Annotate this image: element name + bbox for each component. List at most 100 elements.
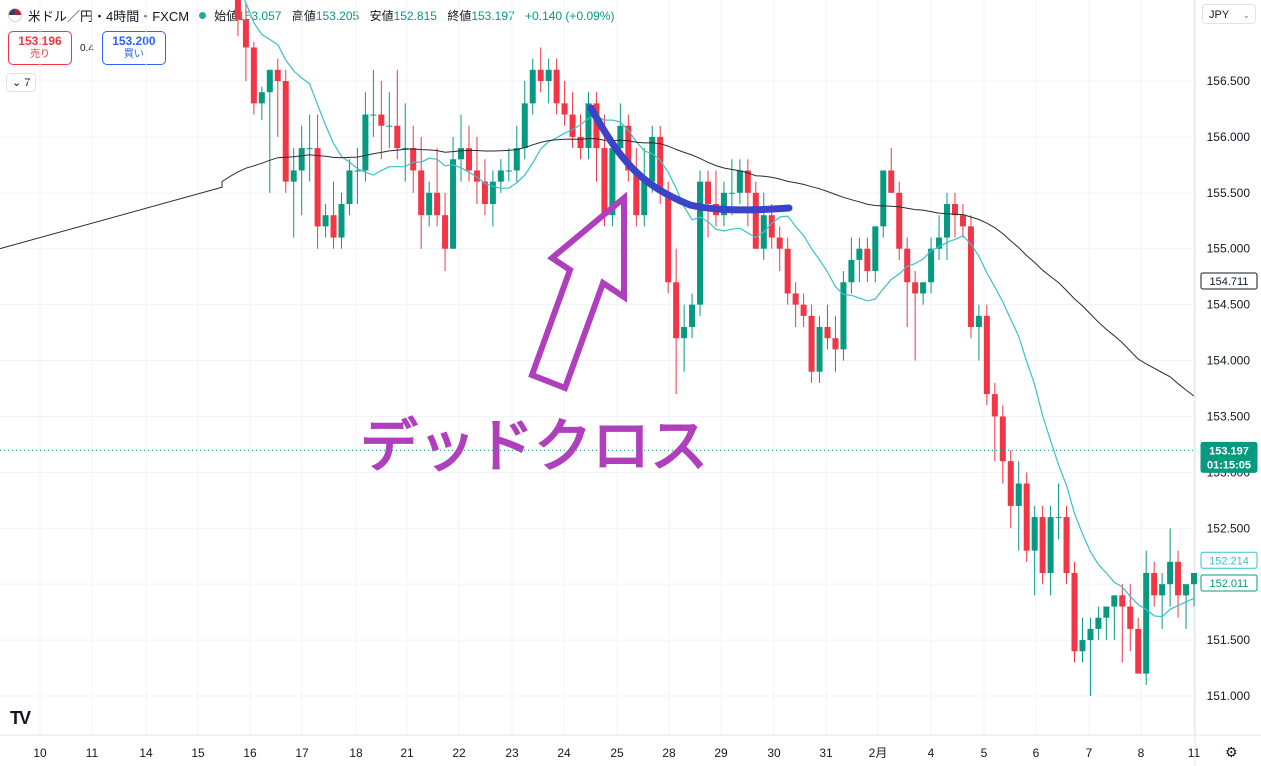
currency-select[interactable]: JPY ⌄	[1202, 4, 1256, 24]
up-candle	[1079, 617, 1086, 663]
candle-body	[434, 192, 441, 216]
down-candle	[1151, 561, 1158, 607]
up-candle	[681, 304, 688, 372]
up-candle	[505, 148, 512, 182]
up-candle	[1095, 606, 1102, 641]
down-candle	[577, 114, 584, 160]
up-candle	[1055, 483, 1062, 540]
candle-body	[840, 282, 847, 350]
up-candle	[362, 92, 369, 182]
ma-long-line	[0, 138, 1195, 397]
down-candle	[442, 192, 449, 272]
candle-body	[266, 69, 273, 93]
candle-body	[649, 136, 656, 182]
y-tick-label: 151.000	[1207, 689, 1251, 703]
down-candle	[808, 304, 815, 383]
candle-body	[967, 226, 974, 327]
up-candle	[1103, 606, 1110, 641]
down-candle	[959, 204, 966, 238]
candle-body	[848, 259, 855, 283]
candle-body	[744, 170, 751, 193]
y-tick-label: 156.000	[1207, 130, 1251, 144]
candle-body	[242, 19, 249, 48]
symbol-title[interactable]: 米ドル／円・4時間・FXCM	[28, 8, 190, 24]
change-value: +0.140 (+0.09%)	[525, 8, 615, 23]
x-tick-label: 10	[33, 746, 47, 760]
candle-body	[1103, 606, 1110, 618]
candle-body	[1063, 517, 1070, 573]
up-candle	[720, 181, 727, 227]
candle-body	[314, 148, 321, 227]
candle-body	[752, 192, 759, 249]
candle-body	[1047, 517, 1054, 573]
candle-body	[975, 315, 982, 327]
down-candle	[314, 114, 321, 249]
up-candle	[450, 136, 457, 249]
candle-body	[816, 327, 823, 372]
down-candle	[242, 2, 249, 81]
x-tick-label: 30	[767, 746, 781, 760]
up-candle	[458, 114, 465, 182]
high-value: 153.205	[315, 8, 360, 23]
candle-body	[705, 181, 711, 204]
down-candle	[824, 304, 831, 350]
candle-body	[928, 248, 935, 283]
candle-body	[951, 204, 958, 216]
ma-short-line	[243, 0, 1195, 618]
up-candle	[1015, 461, 1022, 551]
down-candle	[481, 159, 488, 216]
down-candle	[394, 69, 401, 160]
y-tick-label: 153.500	[1207, 409, 1251, 423]
candle-body	[1175, 561, 1182, 596]
annotation-label: デッドクロス	[360, 412, 708, 480]
axis-price-text: 152.011	[1210, 578, 1249, 590]
candle-body	[394, 125, 401, 149]
candle-body	[442, 215, 449, 249]
candle-body	[1095, 617, 1102, 629]
candle-body	[1119, 595, 1126, 607]
axis-price-text: 154.711	[1210, 276, 1249, 288]
settings-gear-icon[interactable]: ⚙	[1225, 744, 1238, 760]
down-candle	[951, 192, 958, 238]
down-candle	[282, 69, 289, 193]
candle-body	[1087, 628, 1094, 641]
up-candle	[1111, 595, 1118, 641]
spread-value: 0.4	[80, 42, 94, 54]
candle-body	[378, 114, 385, 126]
buy-label: 買い	[123, 49, 144, 60]
candle-body	[657, 136, 664, 193]
candle-body	[386, 125, 393, 127]
candle-body	[338, 204, 345, 238]
candle-body	[322, 215, 329, 227]
candle-body	[1015, 483, 1022, 506]
candle-body	[1159, 584, 1166, 596]
candle-body	[282, 81, 289, 182]
candle-body	[290, 170, 297, 182]
down-candle	[752, 181, 759, 249]
indicators-toggle[interactable]: ⌄ 7	[6, 73, 37, 92]
up-candle	[338, 192, 345, 249]
up-candle	[402, 103, 409, 182]
low-value: 152.815	[393, 8, 437, 23]
axis-price-text: 152.214	[1209, 555, 1249, 567]
up-candle	[497, 159, 504, 193]
down-candle	[832, 315, 839, 372]
candle-body	[1143, 573, 1150, 674]
candle-body	[450, 159, 457, 249]
buy-button[interactable]: 153.200 買い	[101, 31, 166, 65]
x-tick-label: 2月	[869, 746, 888, 760]
y-tick-label: 155.000	[1207, 242, 1251, 256]
indicator-count: 7	[24, 77, 31, 89]
up-candle	[920, 282, 927, 305]
candle-body	[577, 136, 584, 149]
x-tick-label: 28	[662, 746, 676, 760]
up-candle	[426, 181, 433, 227]
down-candle	[776, 226, 783, 272]
candle-body	[529, 69, 536, 104]
down-candle	[864, 237, 871, 283]
candle-body	[633, 170, 640, 216]
x-tick-label: 6	[1033, 746, 1040, 760]
candle-body	[888, 170, 895, 193]
y-tick-label: 156.500	[1207, 74, 1251, 88]
